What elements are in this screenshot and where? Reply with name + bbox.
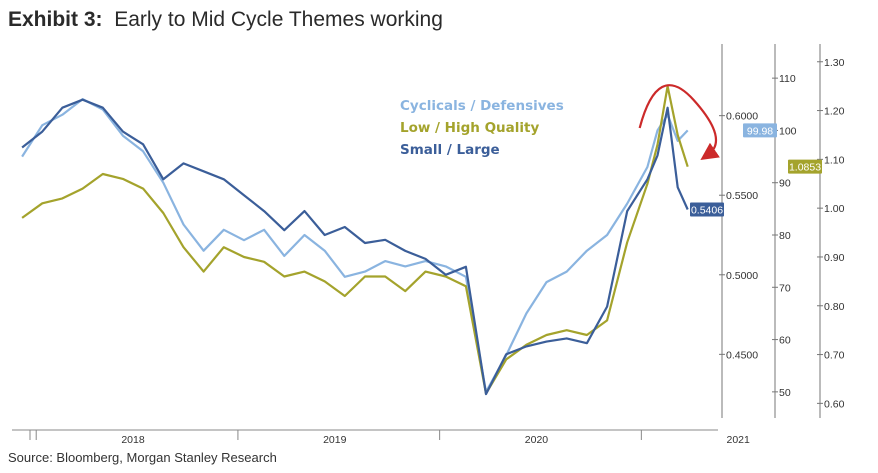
last-value-label: 99.98 <box>747 125 773 137</box>
y-tick-label: 0.80 <box>824 301 845 313</box>
last-value-tag: 0.5406 <box>690 202 724 217</box>
series-line <box>21 97 689 393</box>
y-tick-label: 0.6000 <box>726 111 758 123</box>
y-tick-label: 1.00 <box>824 203 845 215</box>
last-value-box <box>788 159 822 174</box>
y-tick-label: 70 <box>779 282 791 294</box>
legend: Cyclicals / Defensives Low / High Quality… <box>400 98 564 158</box>
last-value-box <box>690 202 724 217</box>
title-text: Early to Mid Cycle Themes working <box>114 8 443 31</box>
annotation-layer <box>638 84 720 160</box>
last-value-tag: 99.98 <box>743 123 777 138</box>
y-tick-label: 0.90 <box>824 252 845 264</box>
peak-arrow <box>638 84 720 160</box>
y-tick-label: 0.70 <box>824 350 845 362</box>
y-tick-label: 0.4500 <box>726 349 758 361</box>
y-tick-label: 0.5000 <box>726 270 758 282</box>
series-line <box>21 98 689 396</box>
source-note: Source: Bloomberg, Morgan Stanley Resear… <box>8 450 277 465</box>
y-tick-label: 0.5500 <box>726 190 758 202</box>
y-tick-label: 60 <box>779 335 791 347</box>
y-tick-label: 100 <box>779 125 797 137</box>
y-tick-label: 50 <box>779 387 791 399</box>
series-layer <box>21 85 689 396</box>
x-tick-label: 2018 <box>121 434 145 446</box>
x-tick-label: 2019 <box>323 434 347 446</box>
x-tick-label: 2021 <box>726 434 750 446</box>
last-value-box <box>743 123 777 138</box>
last-value-tag: 1.0853 <box>788 159 822 174</box>
legend-entry: Small / Large <box>400 142 500 158</box>
legend-entry: Cyclicals / Defensives <box>400 98 564 114</box>
y-tick-label: 90 <box>779 178 791 190</box>
last-value-label: 0.5406 <box>691 205 723 217</box>
exhibit-label: Exhibit 3: <box>8 8 103 31</box>
x-tick-label: 2020 <box>525 434 549 446</box>
last-value-label: 1.0853 <box>789 162 821 174</box>
y-tick-label: 1.20 <box>824 106 845 118</box>
y-tick-label: 0.60 <box>824 398 845 410</box>
y-tick-label: 1.10 <box>824 154 845 166</box>
y-tick-label: 80 <box>779 230 791 242</box>
axes-layer: 2018 2019 2020 2021 0.4500 0.5000 0.5500 0.6000… <box>29 44 845 446</box>
y-tick-label: 110 <box>779 73 796 85</box>
chart-title: Exhibit 3: Early to Mid Cycle Themes wor… <box>8 6 443 34</box>
y-tick-label: 1.30 <box>824 57 845 69</box>
series-line <box>21 85 689 395</box>
legend-entry: Low / High Quality <box>400 120 539 136</box>
